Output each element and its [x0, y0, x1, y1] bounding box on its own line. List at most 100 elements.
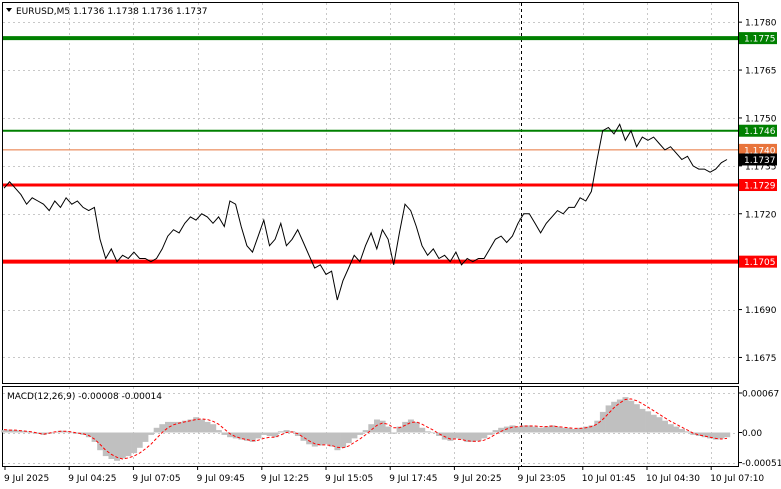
macd-bar [503, 426, 510, 433]
macd-bar [125, 432, 132, 457]
macd-bar [667, 424, 674, 433]
macd-bar [724, 432, 731, 438]
level-label: 1.1737 [744, 156, 776, 166]
macd-bar [707, 432, 714, 439]
macd-bar [458, 432, 465, 440]
macd-bar [136, 432, 143, 448]
macd-bar [221, 432, 228, 435]
macd-bar [277, 431, 284, 433]
price-tick-label: 1.1690 [745, 306, 777, 316]
macd-bar [261, 432, 267, 435]
macd-bar [12, 430, 19, 433]
time-tick-label: 9 Jul 12:25 [261, 474, 309, 484]
main-grid [3, 3, 738, 383]
macd-bar [520, 425, 527, 433]
macd-bar [266, 432, 273, 436]
macd-bar [283, 430, 290, 433]
time-tick-label: 9 Jul 15:05 [325, 474, 373, 484]
main-panel-frame [2, 2, 739, 384]
macd-bar [701, 432, 708, 438]
macd-tick-label: 0.00 [742, 429, 762, 439]
macd-bar [684, 431, 691, 433]
macd-bar [311, 432, 318, 447]
level-label: 1.1775 [744, 35, 776, 45]
macd-bar [198, 419, 205, 433]
macd-bar [481, 432, 488, 439]
macd-bar [345, 432, 352, 444]
macd-bar [526, 425, 533, 433]
time-tick-label: 9 Jul 07:05 [132, 474, 180, 484]
macd-bar [430, 432, 437, 434]
macd-bar [537, 427, 544, 433]
macd-bar [571, 429, 578, 433]
macd-bar [390, 432, 397, 434]
macd-bar [148, 432, 154, 435]
macd-bar [374, 419, 380, 433]
symbol-header: EURUSD,M5 1.1736 1.1738 1.1736 1.1737 [16, 7, 208, 17]
time-tick-label: 9 Jul 17:45 [389, 474, 437, 484]
level-label: 1.1740 [744, 146, 776, 156]
macd-bar [379, 420, 386, 433]
macd-bar [215, 430, 222, 433]
macd-bar [368, 424, 375, 433]
macd-bar [583, 426, 589, 433]
macd-bar [656, 417, 663, 433]
macd-bar [690, 432, 697, 435]
macd-bar [181, 420, 188, 433]
macd-tick-label: -0.00051 [742, 459, 781, 469]
level-label: 1.1746 [744, 127, 776, 137]
macd-bar [588, 425, 595, 433]
level-label: 1.1705 [744, 258, 776, 268]
macd-bar [515, 426, 522, 433]
macd-bar [712, 432, 719, 440]
price-series-line [3, 123, 728, 301]
time-tick-label: 9 Jul 04:25 [68, 474, 116, 484]
macd-bar [35, 432, 42, 434]
macd-bar [475, 432, 482, 441]
macd-bar [74, 432, 81, 434]
price-tick-label: 1.1780 [745, 19, 777, 29]
price-tick-label: 1.1765 [745, 67, 777, 77]
macd-bar [187, 419, 194, 433]
macd-bar [306, 432, 313, 445]
macd-bar [340, 432, 347, 448]
macd-bar [419, 427, 426, 433]
macd-bar [170, 421, 177, 433]
macd-tick-label: 0.00067 [742, 390, 779, 400]
macd-bar [97, 432, 104, 451]
macd-bar [334, 432, 341, 451]
macd-bar [255, 432, 262, 439]
macd-bar [650, 414, 657, 433]
macd-bar [238, 432, 245, 440]
macd-bar [232, 432, 239, 439]
time-tick-label: 10 Jul 01:45 [582, 474, 636, 484]
macd-bar [622, 397, 629, 433]
macd-bar [204, 421, 211, 433]
macd-bar [396, 426, 403, 433]
macd-signal-line [3, 398, 728, 460]
price-tick-label: 1.1750 [745, 114, 777, 124]
macd-bar [492, 430, 499, 433]
macd-bar [718, 432, 725, 439]
macd-bar [1, 430, 8, 433]
dropdown-triangle-icon[interactable] [6, 8, 12, 12]
level-label: 1.1729 [744, 182, 776, 192]
macd-bar [244, 432, 251, 441]
level-tag-1-1746 [739, 124, 777, 137]
time-axis: 9 Jul 2025 9 Jul 04:25 9 Jul 07:05 9 Jul 09… [4, 466, 764, 484]
macd-bar [441, 432, 448, 440]
macd-bar [323, 432, 330, 445]
macd-bar [131, 432, 138, 454]
macd-bar [193, 417, 200, 433]
macd-bar [176, 421, 183, 433]
macd-bar [40, 432, 47, 435]
macd-bar [165, 421, 171, 433]
macd-bar [328, 432, 335, 447]
time-tick-label: 9 Jul 09:45 [197, 474, 245, 484]
macd-bar [102, 432, 109, 457]
macd-bar [464, 432, 471, 442]
macd-axis: 0.00067 0.00 -0.00051 [738, 390, 781, 469]
macd-bar [662, 420, 668, 433]
macd-bar [119, 432, 126, 459]
